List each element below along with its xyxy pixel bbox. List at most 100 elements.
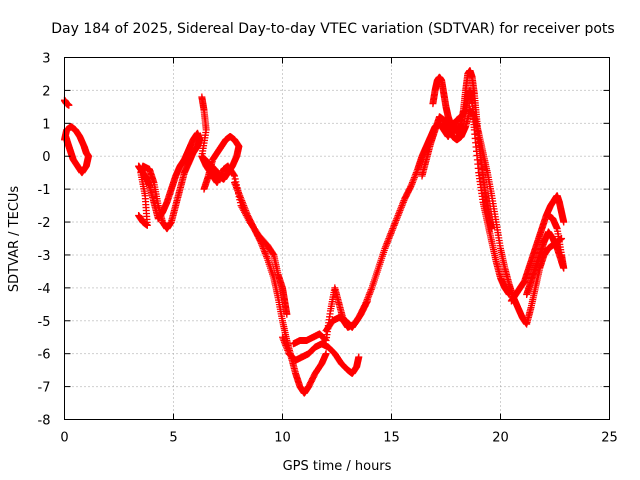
- y-tick-label: -5: [38, 315, 51, 330]
- data-point: [231, 180, 239, 188]
- data-point: [560, 218, 568, 226]
- data-point: [280, 338, 288, 346]
- data-point: [395, 210, 403, 218]
- data-point: [261, 248, 269, 256]
- series-seg-b: [61, 123, 92, 177]
- data-point: [384, 236, 392, 244]
- data-point: [367, 286, 375, 294]
- data-point: [412, 169, 420, 177]
- data-point: [237, 195, 245, 203]
- data-point: [263, 253, 271, 261]
- data-point: [383, 239, 391, 247]
- data-point: [389, 223, 397, 231]
- data-point: [257, 239, 265, 247]
- data-point: [382, 241, 390, 249]
- data-point: [236, 192, 244, 200]
- data-point: [385, 235, 393, 242]
- data-point: [279, 335, 287, 343]
- data-point: [389, 225, 397, 233]
- data-point: [283, 345, 291, 353]
- data-point: [135, 162, 143, 170]
- data-point: [365, 292, 373, 300]
- data-point: [381, 244, 389, 252]
- data-point: [322, 350, 330, 358]
- data-point: [239, 200, 247, 208]
- y-tick-label: 0: [42, 150, 50, 165]
- y-tick-label: 1: [42, 117, 50, 132]
- data-point: [231, 179, 239, 187]
- data-point: [393, 215, 401, 223]
- data-point: [392, 216, 400, 224]
- data-point: [395, 208, 403, 216]
- x-tick-label: 5: [169, 431, 177, 446]
- data-point: [280, 337, 288, 345]
- data-point: [232, 182, 240, 190]
- data-point: [408, 180, 416, 188]
- data-point: [412, 170, 420, 178]
- data-point: [398, 202, 406, 210]
- data-point: [399, 198, 407, 206]
- data-point: [394, 211, 402, 219]
- data-point: [262, 251, 270, 259]
- data-point: [236, 193, 244, 201]
- data-point: [230, 171, 238, 179]
- data-point: [242, 207, 250, 215]
- y-tick-label: -6: [38, 348, 51, 363]
- data-point: [390, 221, 398, 229]
- grid: [64, 57, 610, 420]
- y-tick-label: -1: [38, 183, 51, 198]
- data-point: [279, 333, 286, 341]
- data-point: [282, 343, 290, 351]
- data-point: [240, 202, 248, 210]
- data-point: [410, 174, 418, 182]
- data-point: [382, 243, 390, 251]
- data-point: [240, 203, 248, 211]
- data-point: [235, 190, 243, 198]
- data-point: [391, 218, 399, 226]
- data-point: [200, 185, 208, 193]
- y-tick-label: -7: [38, 381, 51, 396]
- data-point: [410, 175, 418, 183]
- data-point: [65, 101, 73, 109]
- data-point: [242, 208, 250, 216]
- data-point: [259, 244, 267, 252]
- y-tick-label: -2: [38, 216, 51, 231]
- data-point: [397, 203, 405, 211]
- y-axis-label: SDTVAR / TECUs: [7, 186, 22, 293]
- x-tick-label: 15: [383, 431, 400, 446]
- data-point: [365, 290, 373, 298]
- series-seg-f: [231, 179, 330, 397]
- data-point: [362, 299, 370, 307]
- data-point: [391, 220, 399, 228]
- plot-frame: [64, 57, 610, 420]
- x-axis-label: GPS time / hours: [283, 459, 392, 474]
- data-point: [384, 238, 392, 246]
- data-point: [387, 230, 395, 238]
- series-seg-a: [61, 96, 73, 109]
- data-point: [363, 297, 371, 305]
- data-point: [233, 185, 241, 193]
- data-point: [488, 225, 496, 233]
- data-point: [233, 183, 241, 191]
- data-point: [62, 132, 70, 140]
- y-tick-label: -3: [38, 249, 51, 264]
- data-point: [388, 226, 396, 234]
- series-seg-k: [429, 67, 496, 233]
- data-point: [238, 197, 246, 205]
- series-seg-m: [523, 211, 568, 298]
- data-point: [259, 243, 267, 251]
- x-tick-label: 0: [60, 431, 68, 446]
- data-point: [355, 353, 363, 361]
- data-point: [366, 289, 374, 297]
- data-point: [411, 172, 419, 180]
- data-point: [388, 228, 395, 236]
- data-point: [364, 294, 372, 302]
- data-point: [396, 207, 404, 215]
- y-tick-label: 2: [42, 84, 50, 99]
- data-points: [61, 67, 568, 397]
- series-seg-l: [507, 192, 568, 305]
- data-point: [238, 198, 246, 206]
- data-point: [408, 179, 416, 187]
- ticks: 0 5 10 15 20 25 -8 -7 -6 -5 -4 -3 -2 -1 0 1 2 3: [38, 52, 618, 446]
